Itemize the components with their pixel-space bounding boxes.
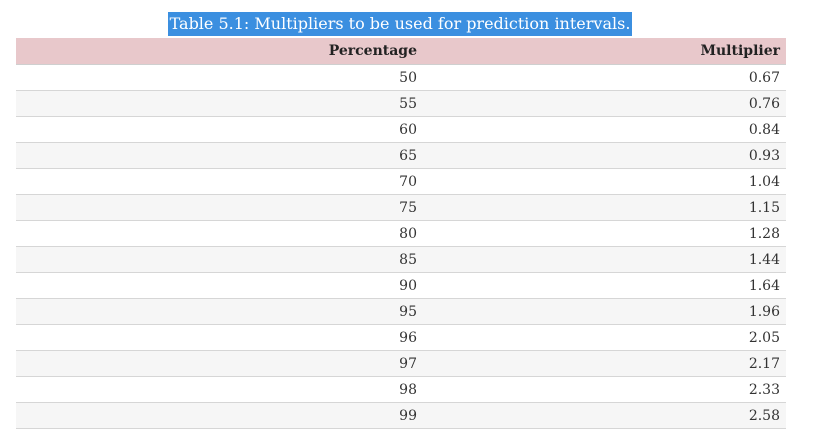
table-row: 95 1.96 [16, 298, 786, 325]
table-row: 98 2.33 [16, 376, 786, 403]
table-row: 90 1.64 [16, 272, 786, 299]
header-percentage: Percentage [16, 38, 423, 65]
percentage-cell: 50 [16, 64, 423, 91]
table-row: 60 0.84 [16, 116, 786, 143]
multiplier-cell: 0.76 [423, 90, 786, 117]
percentage-cell: 70 [16, 168, 423, 195]
table-row: 65 0.93 [16, 142, 786, 169]
multiplier-cell: 2.58 [423, 402, 786, 429]
header-multiplier: Multiplier [423, 38, 786, 65]
multiplier-cell: 1.44 [423, 246, 786, 273]
multiplier-cell: 2.17 [423, 350, 786, 377]
multiplier-cell: 1.28 [423, 220, 786, 247]
percentage-cell: 98 [16, 376, 423, 403]
percentage-cell: 99 [16, 402, 423, 429]
multiplier-cell: 0.93 [423, 142, 786, 169]
table-row: 50 0.67 [16, 64, 786, 91]
multiplier-cell: 1.04 [423, 168, 786, 195]
multiplier-cell: 1.15 [423, 194, 786, 221]
multipliers-table: Percentage Multiplier 50 0.67 55 0.76 60… [16, 38, 786, 429]
table-row: 97 2.17 [16, 350, 786, 377]
table-row: 70 1.04 [16, 168, 786, 195]
multiplier-cell: 1.96 [423, 298, 786, 325]
multiplier-cell: 0.84 [423, 116, 786, 143]
percentage-cell: 95 [16, 298, 423, 325]
percentage-cell: 90 [16, 272, 423, 299]
table-row: 99 2.58 [16, 402, 786, 429]
multiplier-cell: 2.05 [423, 324, 786, 351]
percentage-cell: 65 [16, 142, 423, 169]
table-caption: Table 5.1: Multipliers to be used for pr… [167, 12, 633, 36]
percentage-cell: 55 [16, 90, 423, 117]
table-body: 50 0.67 55 0.76 60 0.84 65 0.93 70 1.04 … [16, 64, 786, 429]
percentage-cell: 85 [16, 246, 423, 273]
multiplier-cell: 0.67 [423, 64, 786, 91]
percentage-cell: 60 [16, 116, 423, 143]
percentage-cell: 75 [16, 194, 423, 221]
caption-container: Table 5.1: Multipliers to be used for pr… [0, 12, 800, 36]
multiplier-cell: 2.33 [423, 376, 786, 403]
table-row: 75 1.15 [16, 194, 786, 221]
percentage-cell: 80 [16, 220, 423, 247]
table-header-row: Percentage Multiplier [16, 38, 786, 65]
percentage-cell: 97 [16, 350, 423, 377]
multiplier-cell: 1.64 [423, 272, 786, 299]
table-row: 55 0.76 [16, 90, 786, 117]
table-row: 80 1.28 [16, 220, 786, 247]
table-row: 85 1.44 [16, 246, 786, 273]
percentage-cell: 96 [16, 324, 423, 351]
table-row: 96 2.05 [16, 324, 786, 351]
